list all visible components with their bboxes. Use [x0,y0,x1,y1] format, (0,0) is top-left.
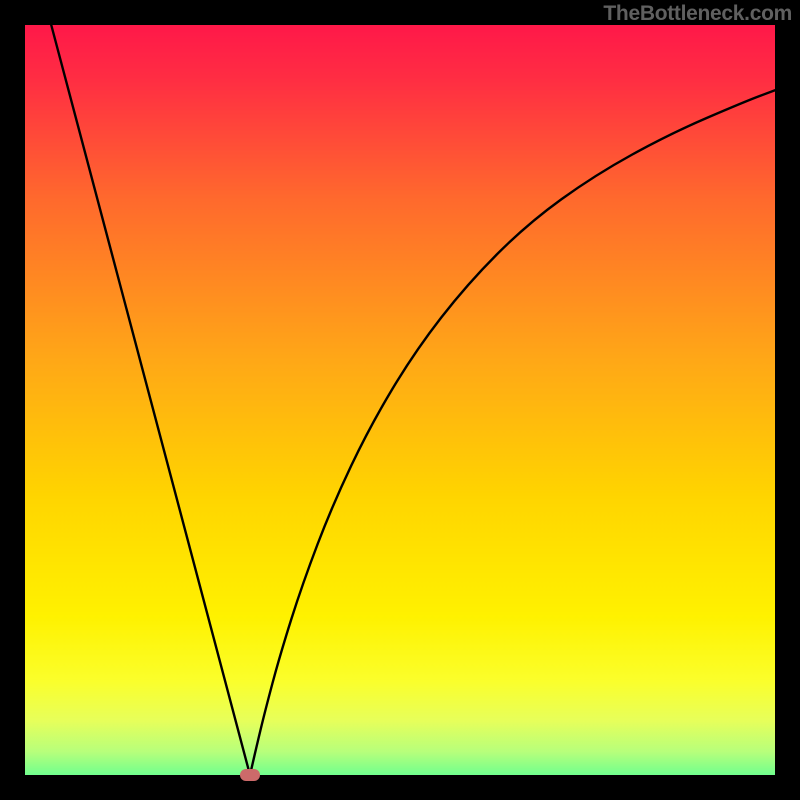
optimal-point-marker [240,769,260,781]
bottleneck-curve [51,25,775,775]
watermark-text: TheBottleneck.com [603,2,792,26]
curve-layer [0,0,800,800]
chart-container: TheBottleneck.com [0,0,800,800]
